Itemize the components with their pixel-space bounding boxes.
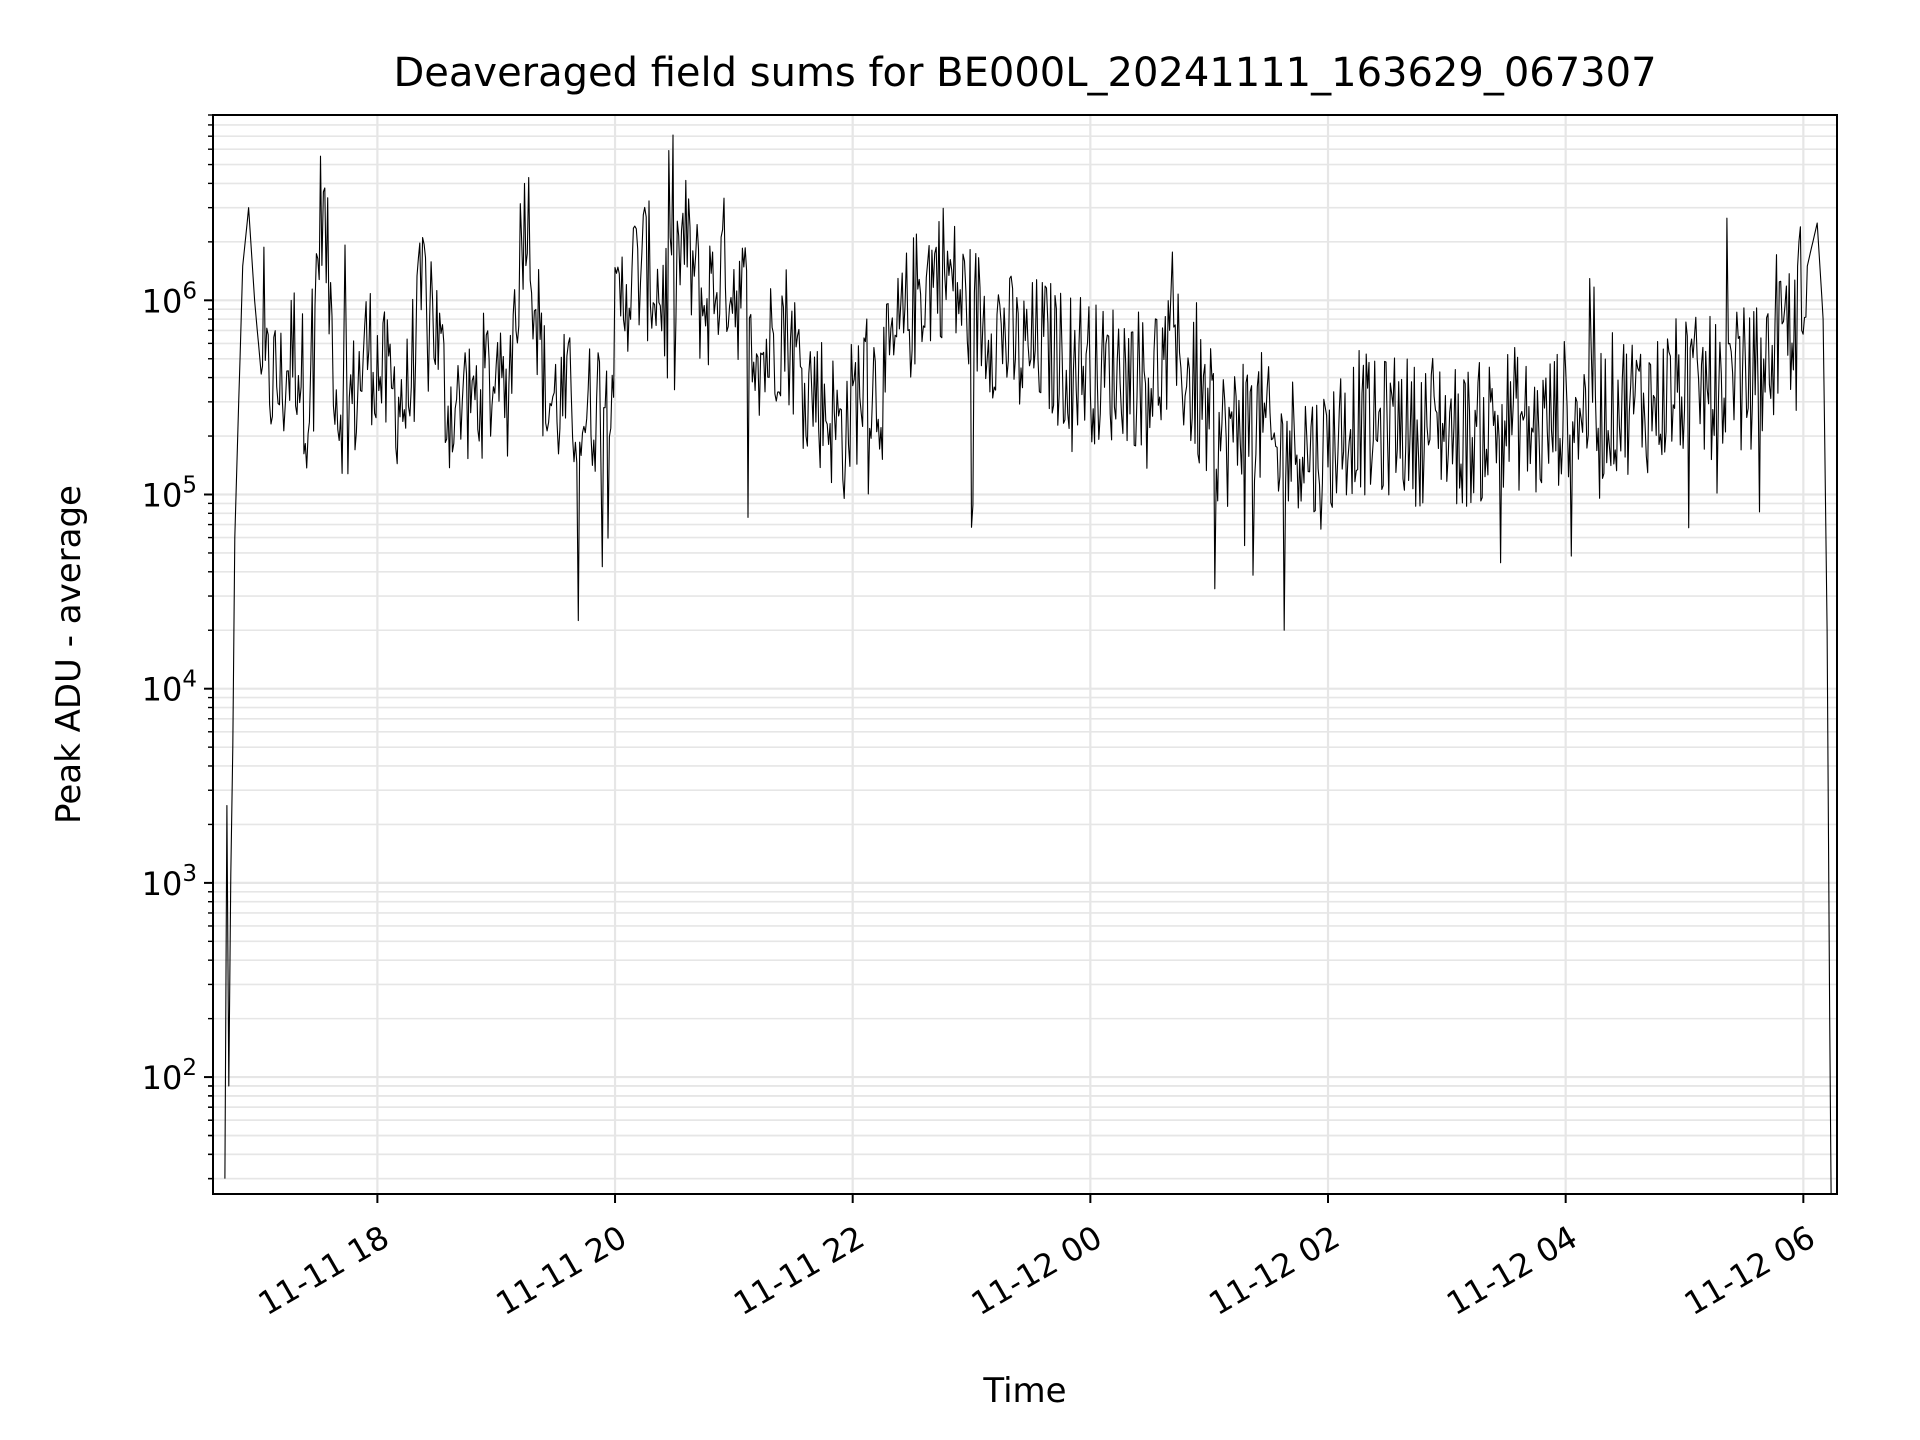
- y-tick-label: 106: [142, 278, 197, 320]
- y-tick-label: 103: [142, 861, 197, 903]
- x-axis-label: Time: [982, 1371, 1066, 1411]
- y-tick-label: 102: [142, 1055, 197, 1097]
- x-tick-label: 11-11 22: [727, 1218, 871, 1323]
- series-layer: [224, 134, 1832, 1195]
- x-tick-label: 11-11 18: [252, 1218, 396, 1323]
- x-tick-label: 11-12 00: [965, 1218, 1109, 1323]
- y-tick-label: 105: [142, 473, 197, 515]
- x-tick-label: 11-11 20: [489, 1218, 633, 1323]
- x-tick-label: 11-12 06: [1678, 1218, 1822, 1323]
- chart-title: Deaveraged field sums for BE000L_2024111…: [393, 50, 1656, 96]
- y-axis-label: Peak ADU - average: [49, 485, 89, 824]
- series-line: [224, 134, 1832, 1195]
- x-tick-label: 11-12 04: [1440, 1218, 1584, 1323]
- x-tick-label: 11-12 02: [1202, 1218, 1346, 1323]
- grid: [213, 114, 1837, 1194]
- y-tick-label: 104: [142, 667, 197, 709]
- plot-frame: [212, 114, 1838, 1195]
